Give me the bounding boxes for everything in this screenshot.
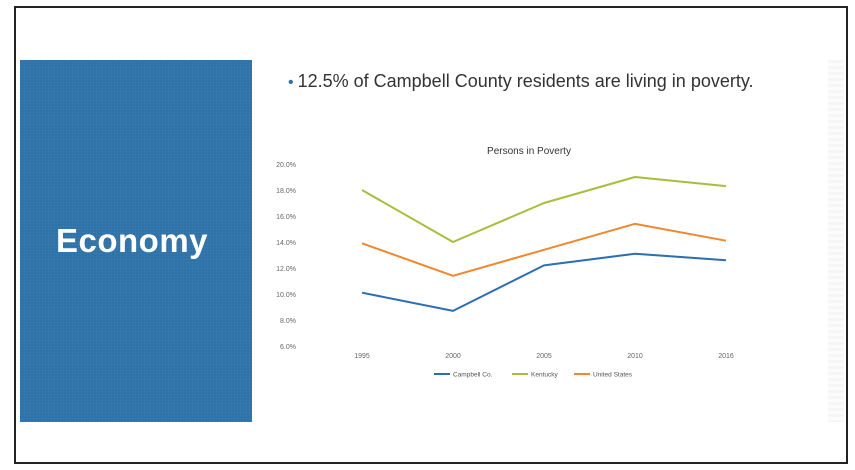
bullet-dot-icon: • [288,74,294,91]
x-tick-label: 2010 [627,353,643,360]
y-tick-label: 12.0% [276,266,296,273]
legend-label: Campbell Co. [453,372,493,379]
legend-label: Kentucky [531,372,558,379]
y-tick-label: 16.0% [276,214,296,221]
series-line-united-states [361,222,727,277]
title-box [20,60,252,422]
poverty-line-chart: Persons in Poverty 6.0% 8.0% 10.0% 12.0% 14.… [276,146,734,379]
x-tick-label: 2005 [536,353,552,360]
chart-title: Persons in Poverty [487,146,571,157]
y-tick-label: 10.0% [276,292,296,299]
slide-title: Economy [56,222,209,259]
side-texture [828,60,844,422]
x-tick-label: 2016 [718,353,734,360]
series-line-kentucky [361,176,727,243]
y-tick-label: 6.0% [280,344,296,351]
y-tick-label: 8.0% [280,318,296,325]
bullet-text: 12.5% of Campbell County residents are l… [297,71,754,91]
x-tick-label: 1995 [354,353,370,360]
x-tick-label: 2000 [445,353,461,360]
legend-label: United States [593,372,633,379]
bullet-point: • 12.5% of Campbell County residents are … [288,70,788,94]
series-line-campbell-co [361,252,727,312]
y-tick-label: 18.0% [276,188,296,195]
y-tick-label: 14.0% [276,240,296,247]
y-tick-label: 20.0% [276,162,296,169]
slide: Economy • 12.5% of Campbell County reside… [14,6,848,464]
